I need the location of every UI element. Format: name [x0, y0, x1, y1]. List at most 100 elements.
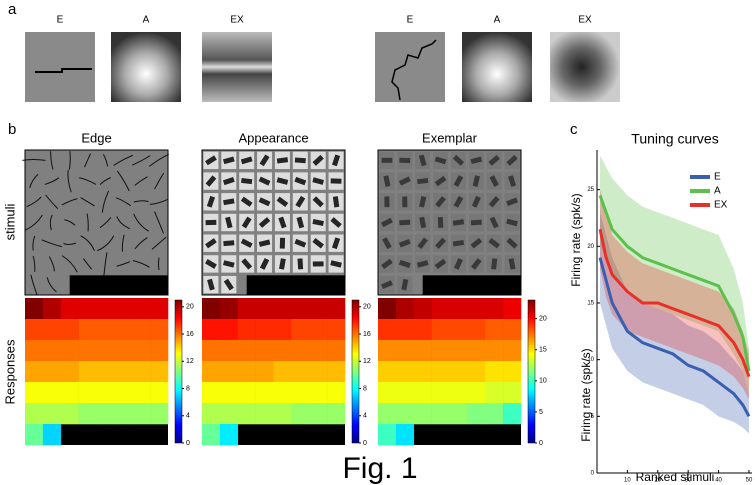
heatmap-cell [79, 340, 97, 361]
heatmap-cell [220, 424, 238, 445]
heatmap-cell [378, 382, 396, 403]
heatmap-cell [238, 403, 256, 424]
heatmap-cell [378, 298, 396, 319]
caption: Fig. 1 [342, 452, 417, 485]
heatmap-cell [79, 319, 97, 340]
heatmap-cell [485, 382, 503, 403]
heatmap-cell [61, 403, 79, 424]
thumb-exemplar [202, 32, 272, 102]
heatmap-cell [327, 298, 345, 319]
row-label: Responses [2, 339, 17, 405]
heatmap-cell [97, 382, 115, 403]
heatmap-cell [485, 319, 503, 340]
heatmap-cell [202, 340, 220, 361]
heatmap-cell [291, 382, 309, 403]
colorbar-label: 5 [539, 409, 543, 416]
panel-label: b [8, 121, 16, 138]
y-axis-label: Firing rate (spk/s) [569, 193, 583, 286]
heatmap-cell [503, 361, 521, 382]
heatmap-cell [274, 319, 292, 340]
heatmap-cell [414, 382, 432, 403]
panel-label: a [8, 1, 17, 18]
heatmap-cell [114, 403, 132, 424]
image-label: E [407, 15, 414, 26]
heatmap-cell [61, 319, 79, 340]
colorbar-label: 8 [186, 385, 190, 392]
heatmap-cell [432, 361, 450, 382]
heatmap-cell [256, 403, 274, 424]
heatmap-cell [25, 424, 43, 445]
colorbar-label: 20 [186, 304, 194, 311]
patch-dark [399, 220, 410, 225]
stimuli-bg [25, 150, 168, 295]
heatmap-cell [25, 319, 43, 340]
heatmap-cell [114, 340, 132, 361]
x-axis-label: Ranked stimuli [636, 470, 715, 484]
heatmap-cell [503, 319, 521, 340]
heatmap-cell [450, 361, 468, 382]
heatmap-cell [414, 403, 432, 424]
heatmap-cell [414, 361, 432, 382]
heatmap-cell [61, 340, 79, 361]
heatmap-cell [114, 319, 132, 340]
x-tick-label: 50 [746, 478, 753, 484]
heatmap-cell [79, 361, 97, 382]
heatmap-cell [238, 382, 256, 403]
image-label: E [57, 15, 64, 26]
heatmap-cell [309, 361, 327, 382]
heatmap-cell [485, 340, 503, 361]
heatmap-cell [150, 403, 168, 424]
heatmap-cell [202, 424, 220, 445]
y-tick-label: 0 [591, 471, 595, 477]
colorbar-label: 20 [363, 304, 371, 311]
heatmap-cell [79, 382, 97, 403]
heatmap-cell [274, 403, 292, 424]
patch-dark [297, 258, 303, 269]
legend-label: EX [714, 200, 728, 211]
heatmap-cell [396, 424, 414, 445]
heatmap-cell [432, 319, 450, 340]
image-label: A [494, 15, 501, 26]
heatmap-cell [220, 403, 238, 424]
heatmap-cell [378, 319, 396, 340]
colorbar-label: 0 [539, 440, 543, 447]
heatmap-cell [132, 298, 150, 319]
thumb-appearance [462, 32, 532, 102]
heatmap-cell [150, 340, 168, 361]
heatmap-cell [79, 403, 97, 424]
heatmap-cell [378, 340, 396, 361]
heatmap-cell [25, 298, 43, 319]
stimuli [202, 150, 345, 295]
heatmap-cell [414, 319, 432, 340]
stimuli [22, 150, 168, 295]
chart-title: Tuning curves [631, 131, 718, 147]
heatmap-cell [43, 340, 61, 361]
figure: a b c stimuli Responses Fig. 1 EAEXEAEXE… [0, 0, 755, 485]
heatmap-cell [274, 361, 292, 382]
heatmap-cell [238, 361, 256, 382]
stimuli-empty [70, 275, 168, 295]
heatmap-cell [97, 340, 115, 361]
heatmap-cell [43, 319, 61, 340]
colorbar-label: 4 [363, 413, 367, 420]
heatmap-cell [503, 403, 521, 424]
heatmap-cell [327, 340, 345, 361]
heatmap-cell [503, 298, 521, 319]
patch-dark [313, 261, 324, 266]
heatmap-cell [25, 403, 43, 424]
image-label: A [143, 15, 150, 26]
heatmap-cell [150, 361, 168, 382]
heatmap-cell [327, 403, 345, 424]
heatmap-cell [327, 319, 345, 340]
heatmap-cell [256, 319, 274, 340]
colorbar-label: 12 [363, 358, 371, 365]
heatmap-cell [450, 319, 468, 340]
heatmap-cell [396, 403, 414, 424]
heatmap-cell [432, 403, 450, 424]
heatmap-cell [485, 298, 503, 319]
heatmap-cell [97, 319, 115, 340]
heatmap-cell [79, 298, 97, 319]
heatmap-cell [114, 382, 132, 403]
heatmap-cell [309, 340, 327, 361]
panel-title: Edge [81, 130, 111, 145]
